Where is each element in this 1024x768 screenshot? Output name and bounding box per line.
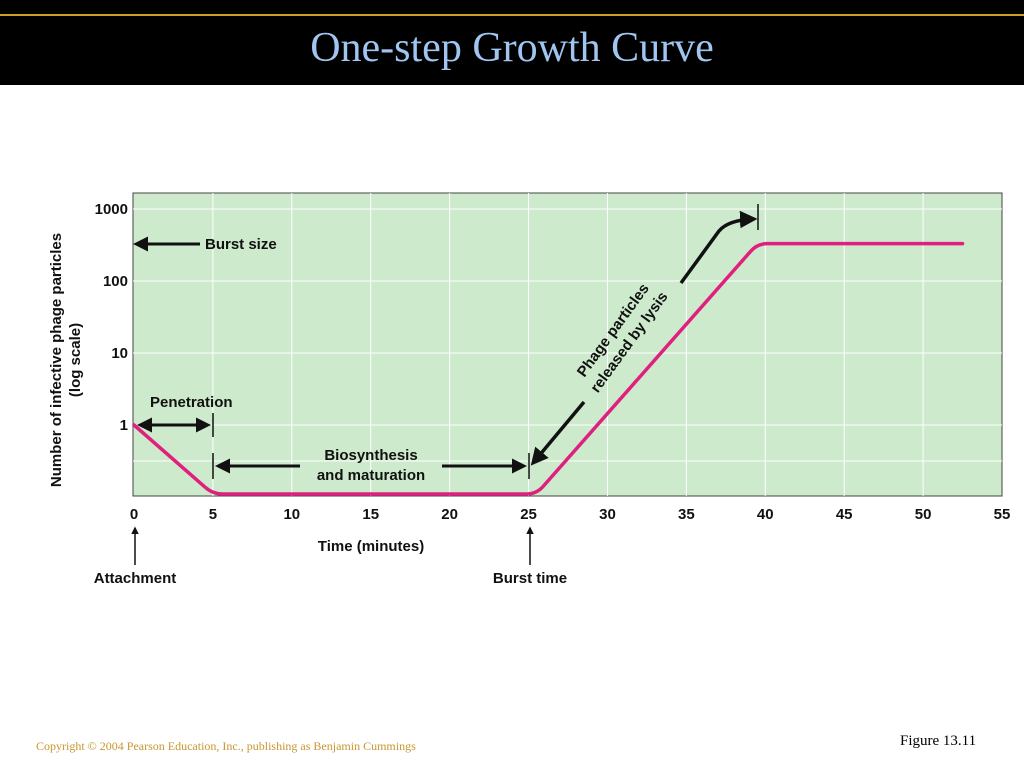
title-bar [0, 0, 1024, 85]
attachment-label: Attachment [94, 570, 177, 587]
phage-count-line [132, 241, 965, 496]
figure-number: Figure 13.11 [900, 733, 977, 749]
series-line [132, 241, 965, 496]
x-tick-label: 50 [915, 506, 932, 523]
x-tick-label: 10 [283, 506, 300, 523]
x-axis-title: Time (minutes) [318, 538, 424, 555]
y-axis-subtitle: (log scale) [67, 323, 84, 397]
penetration-label: Penetration [150, 394, 233, 411]
lysis-arrow-upper [679, 210, 758, 285]
y-tick-label: 1 [120, 417, 128, 434]
x-tick-label: 40 [757, 506, 774, 523]
y-tick-label: 10 [111, 345, 128, 362]
x-tick-label: 0 [130, 506, 138, 523]
title-rule [0, 14, 1024, 16]
x-tick-label: 5 [209, 506, 217, 523]
x-tick-label: 45 [836, 506, 853, 523]
y-tick-label: 1000 [95, 201, 128, 218]
slide-title: One-step Growth Curve [310, 25, 714, 71]
burst-size-label: Burst size [205, 236, 277, 253]
grid-lines [133, 193, 1002, 496]
x-tick-label: 55 [994, 506, 1011, 523]
x-tick-label: 20 [441, 506, 458, 523]
y-axis-title: Number of infective phage particles [48, 233, 65, 487]
x-tick-label: 30 [599, 506, 616, 523]
y-tick-label: 100 [103, 273, 128, 290]
lysis-arrow-lower [530, 400, 586, 466]
burst-time-label: Burst time [493, 570, 567, 587]
biosynthesis-label-line2: and maturation [317, 467, 425, 484]
x-tick-label: 15 [362, 506, 379, 523]
biosynthesis-label-line1: Biosynthesis [324, 447, 417, 464]
x-tick-label: 25 [520, 506, 537, 523]
tick-labels: 0 5 10 15 20 25 30 35 40 45 50 55 1 10 100 1000 [95, 201, 1011, 523]
copyright-notice: Copyright © 2004 Pearson Education, Inc.… [36, 739, 416, 753]
x-tick-label: 35 [678, 506, 695, 523]
